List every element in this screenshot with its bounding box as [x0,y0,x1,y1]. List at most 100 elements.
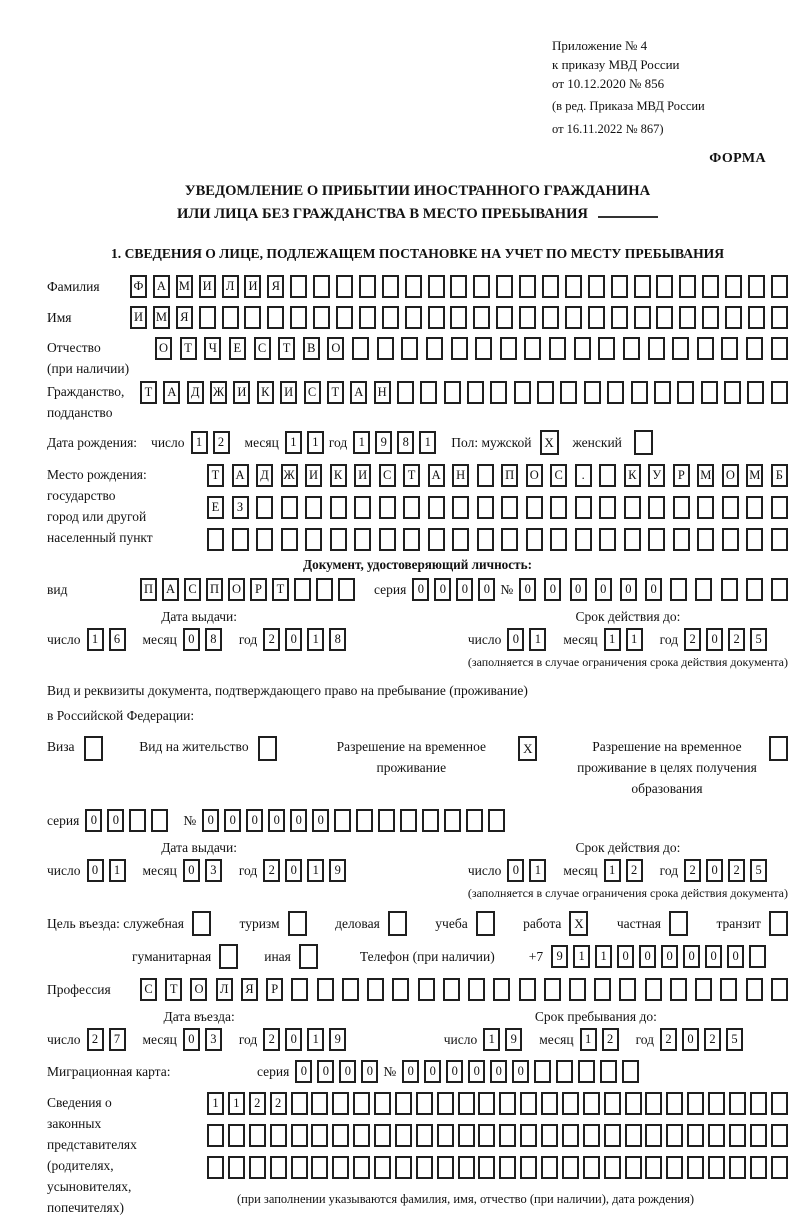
char-cell [280,496,298,519]
name-label: Имя [47,309,72,325]
char-cell: 1 [307,628,325,651]
char-cell: Р [266,978,284,1001]
char-cell [561,1092,579,1115]
char-cell [696,337,714,360]
char-cell [687,1124,705,1147]
char-cell: 0 [107,809,125,832]
char-cell: 2 [269,1092,287,1115]
char-cell [291,978,309,1001]
char-cell [248,1124,266,1147]
char-cell [672,496,690,519]
appendix-line: Приложение № 4 [552,38,648,53]
char-cell [770,381,788,404]
char-cell [415,1092,433,1115]
char-cell [728,1156,746,1179]
char-cell [670,578,688,601]
char-cell [708,1124,725,1147]
char-cell: 0 [285,859,303,882]
char-cell [488,809,506,832]
char-cell: 1 [419,431,437,454]
seriya-label: серия [47,812,80,828]
month-label: месяц [142,631,177,647]
char-cell: К [329,464,347,487]
char-cell [556,1060,574,1083]
char-cell [468,978,486,1001]
char-cell [561,1124,579,1147]
doc-seriya-label: серия [374,581,407,597]
char-cell: С [303,381,321,404]
char-cell [770,978,788,1001]
char-cell [513,381,531,404]
option-temp-residence-education-checkbox [769,736,788,761]
char-cell [607,381,625,404]
char-cell: Ж [210,381,228,404]
char-cell [770,1124,788,1147]
char-cell [496,275,514,298]
phone-prefix: +7 [528,948,544,964]
char-cell [746,496,764,519]
char-cell [687,1156,705,1179]
char-cell [541,1092,558,1115]
char-cell [622,1060,640,1083]
char-cell [770,528,788,551]
char-cell: А [427,464,445,487]
char-cell [520,1156,538,1179]
char-cell: 0 [434,578,452,601]
char-cell [695,578,713,601]
month-label: месяц [539,1031,574,1047]
char-cell [367,978,385,1001]
char-cell [499,1156,517,1179]
char-cell [378,528,396,551]
char-cell [425,337,443,360]
char-cell: 1 [603,628,621,651]
char-cell: Я [267,275,285,298]
month-label: месяц [142,862,177,878]
char-cell [728,1092,746,1115]
char-cell: 0 [519,578,537,601]
char-cell [669,978,687,1001]
char-cell [624,1124,642,1147]
day-label: число [47,631,81,647]
doc-num-label: № [500,581,514,597]
char-cell: 1 [573,945,591,968]
char-cell [476,464,494,487]
char-cell: С [550,464,568,487]
purpose-work: работа X [523,911,589,936]
char-cell [332,1156,350,1179]
char-cell [770,496,788,519]
stay-doc-text: Вид и реквизиты документа, подтверждающе… [47,683,528,723]
year-label: год [238,1031,258,1047]
char-cell [269,1156,287,1179]
day-label: число [47,862,81,878]
char-cell [294,578,311,601]
surname-label: Фамилия [47,278,100,294]
char-cell: 2 [601,1028,619,1051]
char-cell: 1 [227,1092,245,1115]
char-cell [311,1156,329,1179]
char-cell [708,1156,725,1179]
char-cell [394,1156,412,1179]
char-cell [603,1124,621,1147]
char-cell: 1 [595,945,613,968]
char-cell [687,1092,705,1115]
char-cell: И [305,464,323,487]
char-cell [305,528,323,551]
appendix-line: от 10.12.2020 № 856 [552,76,665,91]
char-cell: 0 [706,859,724,882]
char-cell [672,337,690,360]
option-temp-residence-education: Разрешение на временное проживание в цел… [574,736,788,799]
sex-label: Пол: мужской [451,434,532,450]
title-underline [597,202,658,218]
valid-date-heading: Срок действия до: [575,609,681,624]
char-cell: 0 [295,1060,313,1083]
num-label: № [383,1063,397,1079]
char-cell [332,1124,350,1147]
char-cell: 1 [108,859,126,882]
form-title-line1: УВЕДОМЛЕНИЕ О ПРИБЫТИИ ИНОСТРАННОГО ГРАЖ… [184,183,651,199]
char-cell [697,528,715,551]
